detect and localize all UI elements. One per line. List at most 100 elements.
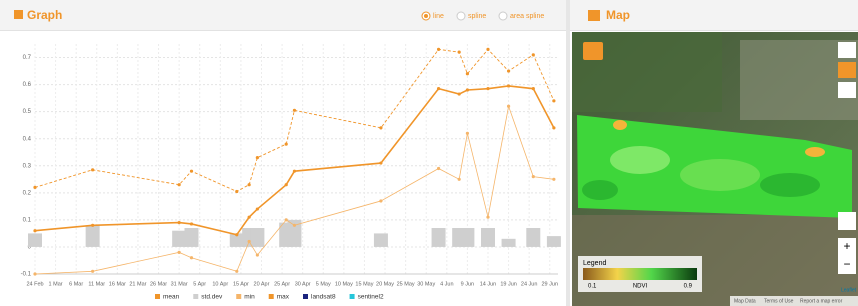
layers-button[interactable] [583,42,603,60]
app: Graph line spline area spline + − Legend… [0,0,858,306]
point [507,84,510,87]
mode-label[interactable]: spline [468,13,486,20]
x-tick-label: 15 May [355,281,373,287]
point [91,168,94,171]
map: + − Legend 0.1 NDVI 0.9 Map Data Terms o… [572,32,858,306]
point [379,161,382,164]
attribution[interactable]: Terms of Use [764,298,794,304]
x-tick-label: 30 Apr [295,281,311,287]
y-tick-label: -0.1 [21,272,32,278]
std-bar [502,239,516,247]
zoom-in[interactable]: + [843,239,850,253]
point [458,51,461,54]
x-tick-label: 5 May [316,281,331,287]
y-tick-label: 0.6 [23,82,32,88]
point [190,222,193,225]
field-patch [760,173,820,197]
legend-swatch [236,294,241,299]
mode-label[interactable]: line [433,13,444,20]
point [437,48,440,51]
x-tick-label: 25 May [397,281,415,287]
map-button[interactable] [838,62,856,78]
point [458,92,461,95]
point [248,240,251,243]
point [256,156,259,159]
legend-label: mean [163,294,180,301]
legend-swatch [193,294,198,299]
legend-gradient [583,268,697,280]
search-button[interactable] [838,212,856,230]
x-tick-label: 20 May [376,281,394,287]
x-tick-label: 9 Jun [461,281,474,287]
std-bar [481,228,495,247]
point [91,224,94,227]
legend-swatch [155,294,160,299]
point [552,99,555,102]
point [285,183,288,186]
point [379,199,382,202]
point [532,87,535,90]
attribution[interactable]: Map Data [734,298,756,304]
point [379,126,382,129]
point [178,221,181,224]
point [33,229,36,232]
map-button[interactable] [838,82,856,98]
point [256,207,259,210]
point [466,88,469,91]
legend-swatch [350,294,355,299]
legend-label: NDVI [633,284,648,290]
field-patch [613,120,627,130]
x-tick-label: 25 Apr [274,281,290,287]
zoom-out[interactable]: − [843,257,850,271]
radio-spline[interactable] [457,12,465,20]
attribution[interactable]: Report a map error [800,298,843,304]
x-tick-label: 4 Jun [440,281,453,287]
x-tick-label: 20 Apr [254,281,270,287]
std-bar [172,231,186,247]
leaflet-link[interactable]: Leaflet [841,287,857,293]
graph-title: Graph [27,8,62,22]
std-bar [547,236,561,247]
point [91,270,94,273]
legend-label: min [244,294,255,301]
radio-area-spline[interactable] [499,12,507,20]
point [437,167,440,170]
mode-label[interactable]: area spline [510,13,544,20]
legend-label: sentinel2 [358,294,384,301]
std-bar [28,233,42,247]
point [248,216,251,219]
x-tick-label: 24 Jun [521,281,538,287]
point [285,218,288,221]
legend-label: landsat8 [311,294,336,301]
x-tick-label: 5 Apr [193,281,206,287]
x-tick-label: 10 May [335,281,353,287]
field-patch [680,159,760,191]
legend-label: max [277,294,290,301]
point [486,48,489,51]
series-line [35,106,554,274]
point [532,53,535,56]
point [248,183,251,186]
std-bar [526,228,540,247]
divider [566,0,570,306]
field-patch [610,146,670,174]
radio-dot [424,14,428,18]
y-tick-label: 0.5 [23,109,32,115]
y-tick-label: 0.3 [23,163,32,169]
mode-options: line spline area spline [422,12,544,20]
x-tick-label: 6 Mar [69,281,83,287]
map-icon [588,10,600,21]
legend-max: 0.9 [684,284,693,290]
std-bar [374,233,388,247]
map-button[interactable] [838,42,856,58]
x-tick-label: 15 Apr [233,281,249,287]
std-bar [86,225,100,247]
point [458,178,461,181]
point [285,143,288,146]
y-tick-label: 0.1 [23,217,32,223]
point [235,233,238,236]
field-patch [582,180,618,200]
point [507,105,510,108]
point [178,183,181,186]
point [33,186,36,189]
